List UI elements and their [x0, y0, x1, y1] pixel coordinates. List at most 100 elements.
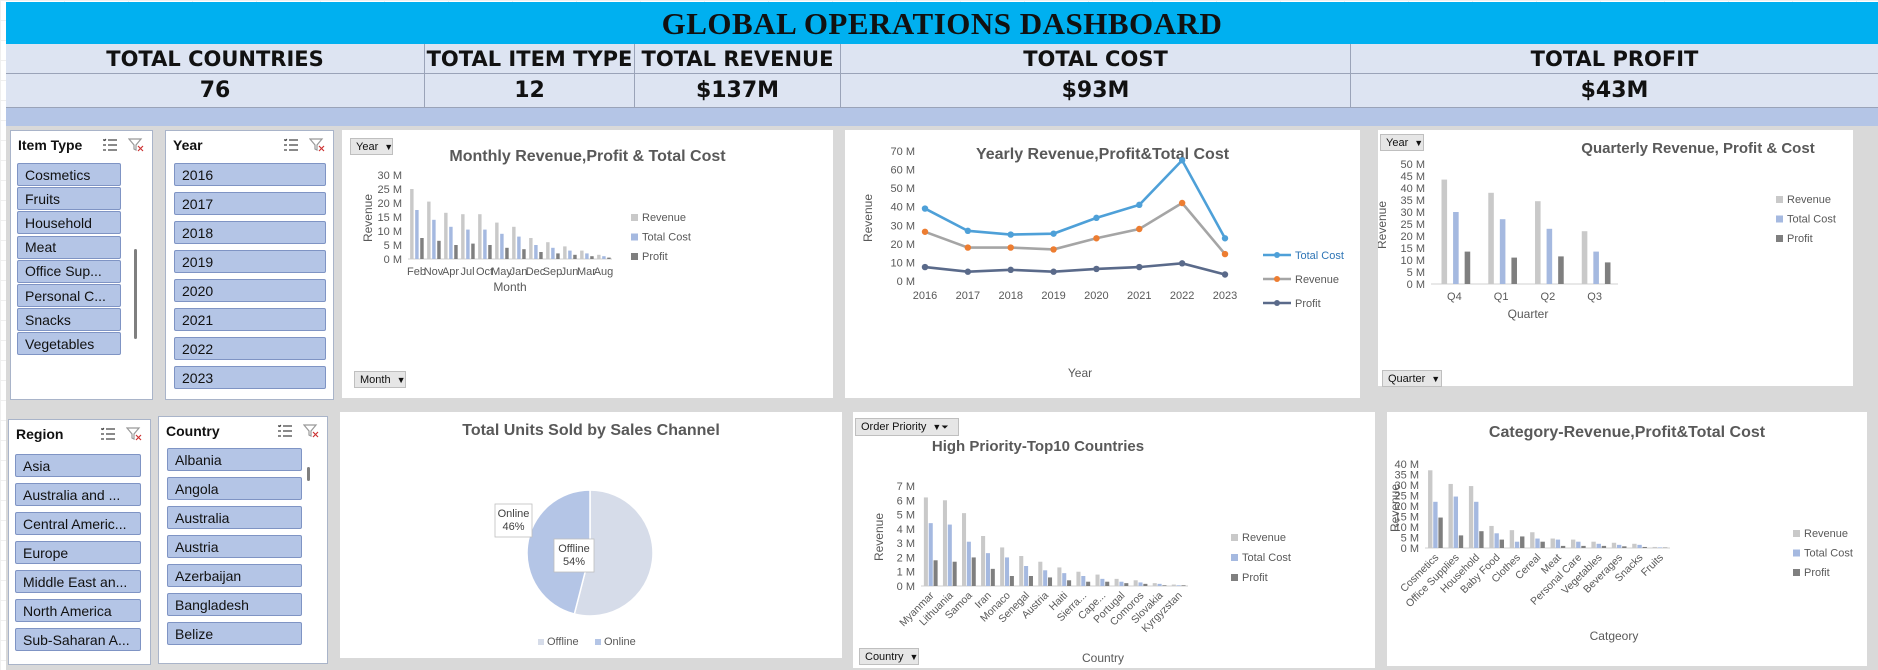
bar-profit-kyrgyzstan [1181, 585, 1186, 586]
y-tick-label: 20 M [891, 239, 915, 251]
slicer-item-office-sup[interactable]: Office Sup... [17, 259, 121, 283]
multi-select-icon[interactable] [277, 424, 293, 438]
slicer-item-angola[interactable]: Angola [167, 477, 302, 500]
slicer-scrollbar[interactable] [134, 249, 137, 339]
data-label-offline: 54% [563, 556, 585, 568]
bar-total-cost-aug [602, 256, 606, 259]
bar-total-cost-apr [449, 226, 453, 259]
slicer-item-2023[interactable]: 2023 [174, 366, 326, 389]
slicer-item-central-americ[interactable]: Central Americ... [15, 512, 141, 535]
multi-select-icon[interactable] [102, 138, 118, 152]
kpi-value-profit: $43M [1580, 78, 1649, 103]
bar-profit-samoa [971, 557, 976, 586]
filter-funnel-icon: ▼⏷ [932, 421, 949, 432]
slicer-item-middle-east-an[interactable]: Middle East an... [15, 570, 141, 593]
slicer-item-2022[interactable]: 2022 [174, 337, 326, 360]
kpi-label-revenue: TOTAL REVENUE [635, 44, 841, 73]
multi-select-icon[interactable] [283, 138, 299, 152]
slicer-item-2017[interactable]: 2017 [174, 192, 326, 215]
data-label-box-offline [553, 538, 595, 573]
clear-filter-icon[interactable] [309, 138, 325, 152]
slicer-item-meat[interactable]: Meat [17, 235, 121, 259]
bar-revenue-office-supplies [1448, 483, 1453, 548]
bar-total-cost-monaco [1004, 557, 1010, 586]
slicer-item-fruits[interactable]: Fruits [17, 187, 121, 211]
y-axis-title: Revenue [861, 194, 875, 242]
pivot-label: Quarter [1388, 372, 1426, 385]
quarter-filter-button[interactable]: Quarter ▼ [1382, 370, 1442, 387]
slicer-item-2018[interactable]: 2018 [174, 221, 326, 244]
y-tick-label: 6 M [897, 495, 915, 507]
slicer-toolbar [277, 424, 327, 438]
x-tick-label: Q2 [1541, 291, 1556, 303]
y-tick-label: 50 M [1401, 159, 1425, 171]
kpi-label-profit: TOTAL PROFIT [1530, 46, 1699, 71]
point-profit-2017 [964, 268, 972, 275]
legend-label-profit: Profit [1787, 233, 1813, 245]
bar-profit-monaco [1009, 576, 1014, 586]
slicer-toolbar [102, 138, 152, 152]
slicer-item-austria[interactable]: Austria [167, 535, 302, 558]
slicer-item-2019[interactable]: 2019 [174, 250, 326, 273]
slicer-scrollbar[interactable] [307, 467, 310, 481]
slicer-item-cosmetics[interactable]: Cosmetics [17, 163, 121, 186]
y-tick-label: 40 M [1395, 459, 1419, 471]
year-slicer[interactable]: Year 2016 2017 2018 2019 2020 2021 2022 2023 [165, 130, 334, 400]
y-tick-label: 7 M [897, 481, 915, 493]
multi-select-icon[interactable] [100, 427, 116, 441]
region-slicer[interactable]: Region Asia Australia and ... Central Ameri… [8, 419, 151, 665]
legend-marker-profit [1274, 300, 1280, 306]
bar-total-cost-clothes [1514, 541, 1520, 548]
bar-revenue-haiti [1057, 567, 1062, 586]
slicer-item-albania[interactable]: Albania [167, 448, 302, 471]
bar-profit-lithuania [952, 561, 957, 586]
slicer-item-vegetables[interactable]: Vegetables [17, 332, 121, 356]
y-tick-label: 1 M [897, 567, 915, 579]
x-tick-label: Q3 [1587, 291, 1602, 303]
country-filter-button[interactable]: Country ▼ [859, 648, 919, 665]
legend-swatch-online [595, 639, 601, 645]
country-slicer[interactable]: Country Albania Angola Australia Austria Azer… [158, 416, 328, 664]
bar-total-cost-q1 [1499, 219, 1506, 284]
line-total-cost [924, 158, 1227, 239]
slicer-item-sub-saharan-a[interactable]: Sub-Saharan A... [15, 628, 141, 651]
y-tick-label: 30 M [1401, 207, 1425, 219]
clear-filter-icon[interactable] [126, 427, 142, 441]
clear-filter-icon[interactable] [128, 138, 144, 152]
y-tick-label: 40 M [891, 202, 915, 214]
slicer-item-australia-and[interactable]: Australia and ... [15, 483, 141, 506]
slicer-item-europe[interactable]: Europe [15, 541, 141, 564]
bar-profit-senegal [1028, 576, 1033, 586]
bar-total-cost-jul [466, 229, 470, 259]
y-tick-label: 0 M [1407, 279, 1425, 291]
x-tick-label: 2022 [1170, 290, 1194, 302]
order-priority-filter-button[interactable]: Order Priority ▼⏷ [855, 418, 959, 436]
monthly-year-filter-button[interactable]: Year ▼ [350, 138, 393, 155]
slicer-item-belize[interactable]: Belize [167, 622, 302, 645]
clear-filter-icon[interactable] [303, 424, 319, 438]
slicer-item-snacks[interactable]: Snacks [17, 308, 121, 332]
slicer-item-azerbaijan[interactable]: Azerbaijan [167, 564, 302, 587]
bar-total-cost-sep [551, 247, 555, 259]
slicer-item-north-america[interactable]: North America [15, 599, 141, 622]
y-tick-label: 0 M [1401, 543, 1419, 555]
line-profit [924, 262, 1226, 276]
slicer-item-bangladesh[interactable]: Bangladesh [167, 593, 302, 616]
item-type-slicer[interactable]: Item Type Cosmetics Fruits Household Meat Off… [10, 130, 153, 400]
point-total-cost-2016 [921, 205, 929, 212]
x-tick-label: Dec [526, 266, 546, 278]
point-revenue-2019 [1050, 246, 1057, 253]
monthly-month-filter-button[interactable]: Month ▼ [354, 371, 406, 388]
slicer-item-australia[interactable]: Australia [167, 506, 302, 529]
slicer-title: Year [173, 137, 203, 153]
slicer-item-personal-c[interactable]: Personal C... [17, 284, 121, 307]
slicer-item-asia[interactable]: Asia [15, 454, 141, 477]
slicer-item-2021[interactable]: 2021 [174, 308, 326, 331]
slicer-item-2016[interactable]: 2016 [174, 163, 326, 186]
bar-profit-personal-care [1581, 545, 1586, 548]
quarter-year-filter-button[interactable]: Year ▼ [1380, 134, 1424, 151]
slicer-item-household[interactable]: Household [17, 211, 121, 235]
slicer-item-2020[interactable]: 2020 [174, 279, 326, 302]
point-profit-2023 [1221, 271, 1229, 278]
y-tick-label: 10 M [378, 226, 402, 238]
